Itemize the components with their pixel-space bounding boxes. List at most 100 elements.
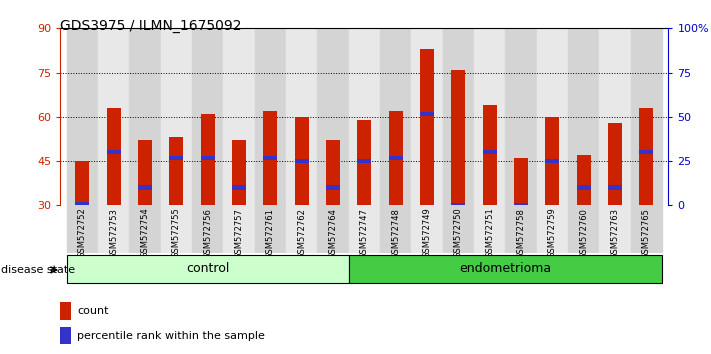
Bar (599, 28, 631, 205)
Bar (294, 159, 309, 163)
Bar (631, 205, 662, 253)
Bar (161, 28, 192, 205)
Bar (326, 141, 340, 205)
Bar (294, 117, 309, 205)
Bar (389, 156, 402, 160)
Bar (514, 158, 528, 205)
Text: GSM572760: GSM572760 (579, 208, 588, 258)
Bar (67, 28, 98, 205)
Bar (263, 111, 277, 205)
Bar (232, 141, 246, 205)
Bar (568, 28, 599, 205)
Bar (129, 28, 161, 205)
Bar (263, 156, 277, 160)
Bar (223, 205, 255, 253)
Bar (545, 159, 560, 163)
Bar (60, 327, 71, 344)
Text: GSM572763: GSM572763 (611, 208, 619, 259)
Bar (326, 185, 340, 190)
Bar (577, 185, 591, 190)
Bar (107, 150, 121, 154)
Bar (75, 202, 90, 206)
Bar (451, 203, 466, 207)
Bar (631, 28, 662, 205)
Bar (67, 255, 348, 283)
Text: GSM572759: GSM572759 (548, 208, 557, 258)
Bar (255, 205, 286, 253)
Text: GSM572756: GSM572756 (203, 208, 212, 258)
Bar (451, 70, 466, 205)
Text: GSM572752: GSM572752 (78, 208, 87, 258)
Bar (639, 150, 653, 154)
Bar (169, 137, 183, 205)
Bar (358, 120, 371, 205)
Bar (474, 28, 506, 205)
Bar (608, 185, 622, 190)
Bar (286, 205, 317, 253)
Bar (107, 108, 121, 205)
Bar (380, 28, 412, 205)
Text: GSM572751: GSM572751 (485, 208, 494, 258)
Bar (537, 205, 568, 253)
Text: GSM572765: GSM572765 (642, 208, 651, 258)
Bar (348, 255, 662, 283)
Bar (506, 205, 537, 253)
Bar (60, 302, 71, 320)
Bar (514, 203, 528, 207)
Text: control: control (186, 262, 230, 275)
Text: GSM572754: GSM572754 (141, 208, 149, 258)
Text: GSM572753: GSM572753 (109, 208, 118, 258)
Bar (75, 161, 90, 205)
Bar (201, 114, 215, 205)
Text: GSM572758: GSM572758 (517, 208, 525, 258)
Bar (420, 49, 434, 205)
Bar (161, 205, 192, 253)
Text: GSM572761: GSM572761 (266, 208, 275, 258)
Bar (474, 205, 506, 253)
Bar (223, 28, 255, 205)
Text: GSM572762: GSM572762 (297, 208, 306, 258)
Bar (537, 28, 568, 205)
Bar (98, 205, 129, 253)
Bar (255, 28, 286, 205)
Bar (192, 205, 223, 253)
Bar (608, 123, 622, 205)
Bar (317, 28, 348, 205)
Bar (420, 112, 434, 116)
Bar (67, 205, 98, 253)
Bar (545, 117, 560, 205)
Bar (506, 28, 537, 205)
Text: GSM572747: GSM572747 (360, 208, 369, 258)
Text: count: count (77, 306, 109, 316)
Text: GSM572764: GSM572764 (328, 208, 338, 258)
Bar (443, 28, 474, 205)
Bar (483, 150, 497, 154)
Bar (286, 28, 317, 205)
Bar (317, 205, 348, 253)
Bar (98, 28, 129, 205)
Bar (599, 205, 631, 253)
Bar (412, 28, 443, 205)
Bar (138, 141, 152, 205)
Text: GDS3975 / ILMN_1675092: GDS3975 / ILMN_1675092 (60, 19, 242, 34)
Text: disease state: disease state (1, 265, 75, 275)
Bar (192, 28, 223, 205)
Text: GSM572755: GSM572755 (172, 208, 181, 258)
Bar (348, 205, 380, 253)
Bar (443, 205, 474, 253)
Bar (201, 156, 215, 160)
Bar (358, 159, 371, 163)
Bar (348, 28, 380, 205)
Bar (232, 185, 246, 190)
Text: GSM572748: GSM572748 (391, 208, 400, 258)
Bar (129, 205, 161, 253)
Bar (380, 205, 412, 253)
Bar (483, 105, 497, 205)
Text: endometrioma: endometrioma (459, 262, 552, 275)
Text: percentile rank within the sample: percentile rank within the sample (77, 331, 265, 341)
Text: GSM572749: GSM572749 (422, 208, 432, 258)
Bar (639, 108, 653, 205)
Bar (412, 205, 443, 253)
Bar (577, 155, 591, 205)
Bar (568, 205, 599, 253)
